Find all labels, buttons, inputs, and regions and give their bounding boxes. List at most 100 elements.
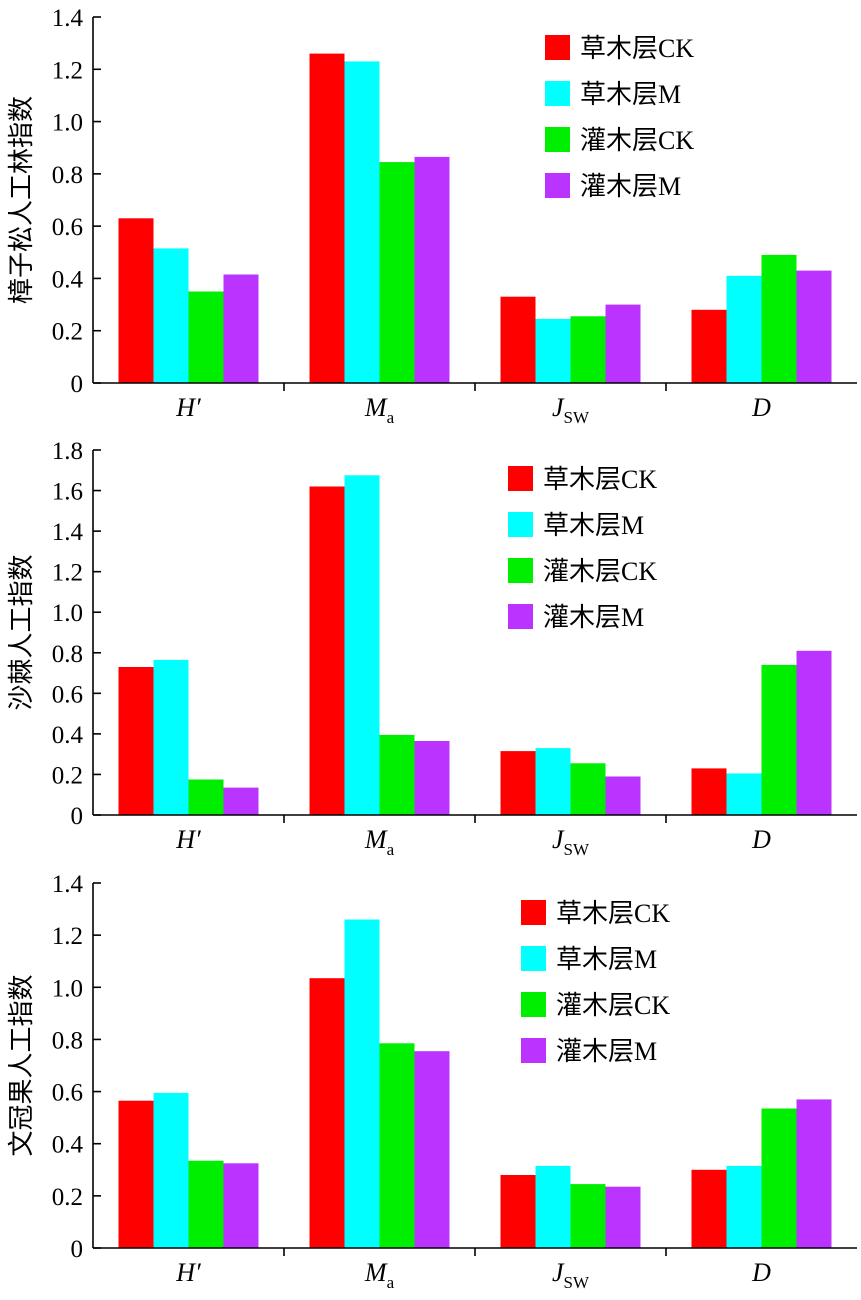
bar-1-cat1-series2 [153,248,189,383]
y-tick-label: 0.4 [52,1132,84,1159]
bar-2-cat4-series3 [761,664,797,815]
legend-label: 草木层CK [543,465,657,494]
category-subscript: SW [564,840,590,859]
legend-swatch [521,992,546,1017]
category-main: M [364,1258,388,1287]
legend-swatch [508,558,533,583]
bar-2-cat3-series4 [605,776,641,815]
bar-3-cat2-series2 [344,919,380,1248]
y-tick-label: 0.2 [52,319,83,346]
x-category-label: Ma [364,393,395,427]
category-main: H′ [175,393,201,422]
bar-1-cat4-series4 [796,270,832,383]
bar-2-cat2-series1 [309,486,345,815]
y-tick-label: 0.6 [52,681,83,708]
category-main: J [552,393,565,422]
y-tick-label: 1.0 [52,975,83,1002]
bar-3-cat4-series4 [796,1099,832,1248]
y-tick-label: 1.4 [52,871,84,898]
legend-swatch [545,127,570,152]
bar-3-cat3-series1 [500,1175,536,1248]
x-category-label: Ma [364,1258,395,1292]
bar-1-cat3-series4 [605,304,641,383]
y-tick-label: 0.8 [52,1027,83,1054]
y-axis-title: 沙棘人工指数 [7,554,36,710]
bar-1-cat3-series1 [500,296,536,383]
bar-1-cat4-series3 [761,254,797,383]
bar-1-cat2-series3 [379,162,415,383]
y-tick-label: 0.4 [52,266,84,293]
legend-label: 草木层M [580,80,681,109]
x-category-label: H′ [175,393,201,422]
category-subscript: a [387,408,395,427]
y-tick-label: 1.2 [52,57,83,84]
bar-3-cat1-series2 [153,1092,189,1248]
category-main: H′ [175,1258,201,1287]
bar-3-cat4-series3 [761,1108,797,1248]
bar-1-cat2-series4 [414,156,450,383]
x-category-label: D [751,1258,771,1287]
category-main: D [751,1258,771,1287]
y-tick-label: 0.6 [52,1080,83,1107]
y-tick-label: 1.4 [52,5,84,32]
x-category-label: JSW [552,393,590,427]
bar-1-cat4-series1 [691,309,727,383]
legend-swatch [508,466,533,491]
y-tick-label: 1.0 [52,110,83,137]
legend-label: 灌木层CK [543,557,657,586]
bar-2-cat2-series3 [379,734,415,815]
bar-2-cat1-series1 [118,667,154,815]
x-category-label: H′ [175,1258,201,1287]
bar-2-cat4-series4 [796,650,832,816]
category-main: D [751,825,771,854]
bar-3-cat4-series2 [726,1165,762,1248]
x-category-label: D [751,393,771,422]
y-tick-label: 0.2 [52,1184,83,1211]
category-subscript: a [387,1273,395,1292]
y-tick-label: 0 [71,1236,84,1263]
y-tick-label: 1.4 [52,519,84,546]
bar-3-cat4-series1 [691,1169,727,1248]
y-axis-title: 樟子松人工林指数 [7,96,36,304]
y-tick-label: 0.8 [52,641,83,668]
bar-1-cat3-series2 [535,318,571,383]
bar-3-cat2-series3 [379,1043,415,1248]
legend: 草木层CK 草木层M 灌木层CK 灌木层M [521,899,670,1066]
legend-label: 灌木层CK [580,126,694,155]
y-tick-label: 1.6 [52,479,83,506]
bar-2-cat4-series2 [726,773,762,815]
bar-1-cat1-series3 [188,291,224,383]
bar-2-cat1-series2 [153,659,189,815]
bar-2-cat3-series1 [500,751,536,815]
x-category-label: JSW [552,825,590,859]
y-tick-label: 1.2 [52,923,83,950]
y-tick-label: 0.4 [52,722,84,749]
legend-label: 草木层CK [580,34,694,63]
bar-3-cat1-series3 [188,1160,224,1248]
bar-2-cat1-series4 [223,787,259,815]
category-main: J [552,1258,565,1287]
category-main: H′ [175,825,201,854]
y-tick-label: 1.8 [52,438,83,465]
legend-label: 草木层M [556,945,657,974]
bar-1-cat1-series4 [223,274,259,383]
legend-swatch [508,604,533,629]
chart-panel-3: 0 0.2 0.4 0.6 0.8 1.0 1.2 1.4 H′ Ma JSW D 文冠果人工指数 草木层… [7,871,857,1292]
legend-swatch [545,35,570,60]
bar-1-cat3-series3 [570,316,606,383]
bar-2-cat1-series3 [188,779,224,815]
bar-2-cat3-series2 [535,748,571,815]
bar-2-cat2-series4 [414,741,450,815]
category-main: J [552,825,565,854]
y-axis-title: 文冠果人工指数 [7,974,36,1156]
y-tick-label: 0 [71,803,84,830]
x-category-label: JSW [552,1258,590,1292]
bar-3-cat2-series4 [414,1051,450,1248]
category-main: M [364,825,388,854]
bar-2-cat4-series1 [691,768,727,815]
x-category-label: H′ [175,825,201,854]
legend-swatch [521,900,546,925]
legend-label: 灌木层M [580,172,681,201]
legend-label: 灌木层M [543,603,644,632]
